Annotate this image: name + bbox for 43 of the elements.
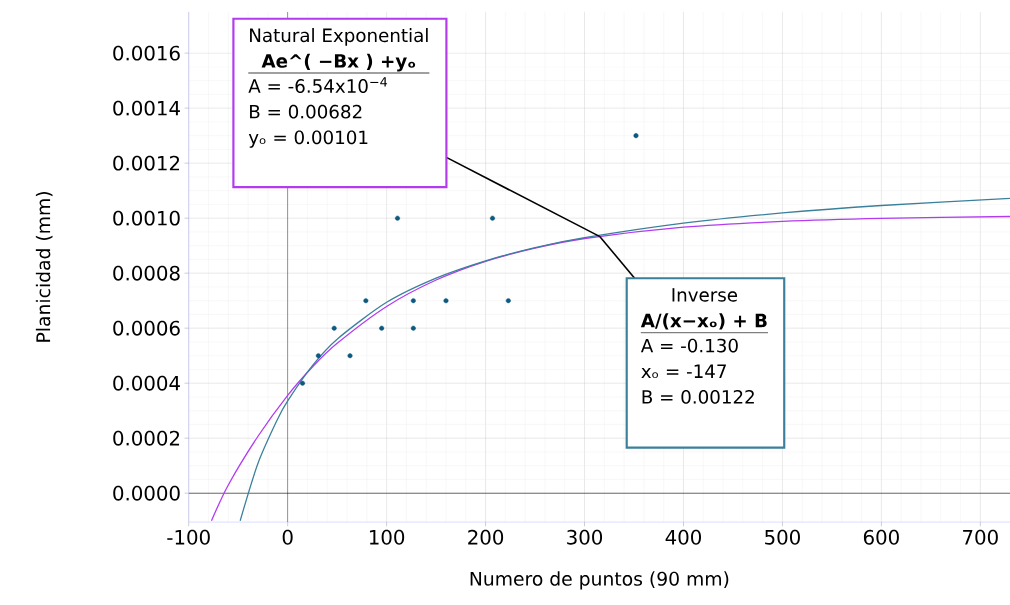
x-tick-label: -100: [167, 529, 210, 545]
annotation: B = 0.00122: [642, 389, 754, 404]
annotation: Natural Exponential: [250, 27, 428, 46]
y-tick-label: 0.0014: [113, 100, 180, 116]
point: [505, 298, 511, 303]
annotation: Ae^( −Bx ) +yₒ: [261, 53, 416, 72]
y-tick-label: 0.0004: [113, 375, 180, 391]
point: [633, 133, 639, 138]
y-tick-label: 0.0000: [113, 485, 180, 501]
point: [410, 298, 416, 303]
y-tick-label: 0.0012: [113, 155, 180, 171]
point: [379, 325, 385, 331]
point: [331, 325, 337, 331]
x-tick-label: 700: [963, 529, 998, 545]
annotation: A = -6.54x10$^{−4}$: [248, 77, 388, 93]
point: [490, 215, 495, 221]
x-tick-label: 0: [282, 529, 293, 545]
x-tick-label: 600: [863, 529, 899, 545]
x-tick-label: 400: [665, 529, 701, 545]
x-tick-label: 300: [567, 529, 603, 545]
annotation: yₒ = 0.00101: [248, 130, 368, 148]
point: [347, 353, 353, 359]
point: [315, 353, 321, 359]
point: [363, 298, 369, 303]
y-axis-title: Planicidad (mm): [35, 191, 53, 342]
point: [443, 298, 449, 303]
x-tick-label: 500: [765, 529, 800, 545]
y-tick-label: 0.0016: [113, 45, 180, 61]
annotation: Inverse: [672, 288, 738, 302]
annotation: A/(x−xₒ) + B: [640, 313, 767, 330]
y-tick-label: 0.0006: [113, 320, 180, 336]
annotation: B = 0.00682: [250, 104, 362, 119]
point: [410, 325, 416, 331]
x-axis-title: Numero de puntos (90 mm): [470, 571, 729, 590]
x-tick-label: 100: [369, 529, 405, 545]
annotation: A = -0.130: [640, 338, 738, 353]
x-tick-label: 200: [468, 529, 504, 545]
point: [300, 380, 305, 386]
point: [395, 215, 400, 221]
annotation: xₒ = -147: [641, 364, 726, 378]
y-tick-label: 0.0010: [113, 210, 180, 226]
y-tick-label: 0.0008: [113, 265, 180, 281]
y-tick-label: 0.0002: [113, 430, 180, 446]
